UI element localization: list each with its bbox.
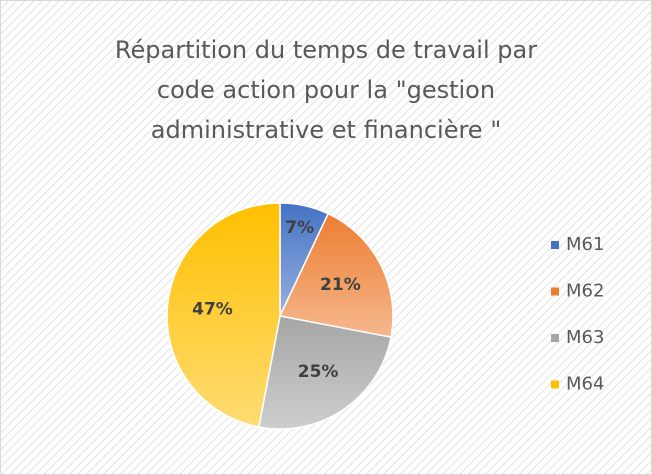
pie-slice (257, 315, 392, 430)
chart-title: Répartition du temps de travail par code… (114, 36, 538, 144)
legend-label: M61 (566, 234, 604, 255)
pie-slice (166, 202, 281, 428)
legend-swatch (551, 334, 559, 342)
legend-label: M62 (566, 281, 604, 302)
pie: 7% 21% 25% 47% (166, 202, 394, 430)
legend-swatch (551, 287, 559, 296)
legend: M61 M62 M63 M64 (551, 234, 604, 395)
data-label: 21% (320, 275, 361, 295)
legend-swatch (551, 241, 559, 249)
legend-swatch (551, 380, 559, 389)
data-label: 7% (285, 218, 314, 238)
legend-label: M64 (566, 374, 604, 395)
pie-slice (278, 212, 394, 339)
data-label: 25% (298, 362, 339, 382)
data-label: 47% (192, 300, 233, 320)
legend-label: M63 (566, 327, 604, 348)
